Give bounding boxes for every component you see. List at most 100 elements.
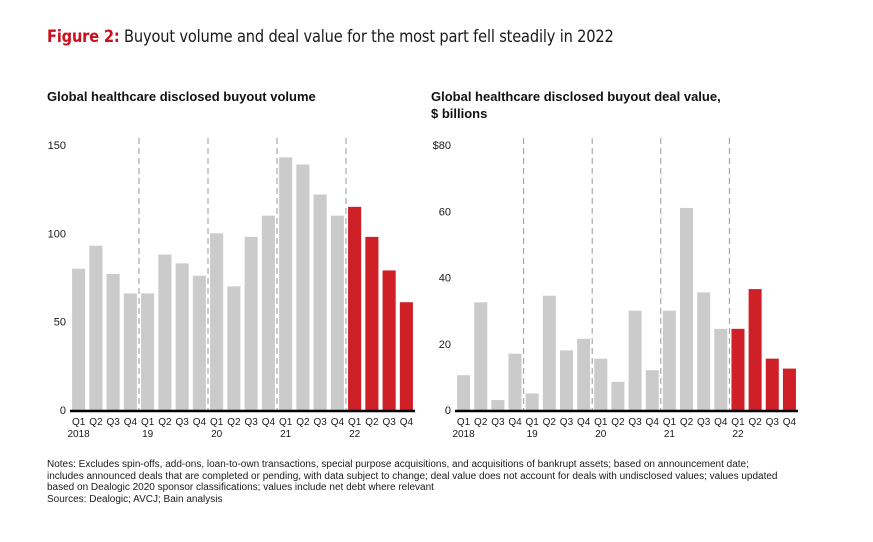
value-y-tick-label: 40 [439,273,451,285]
volume-y-tick-label: 0 [60,405,66,417]
value-x-tick-label: Q4 [783,417,797,428]
value-x-tick-label: Q3 [697,417,711,428]
value-year-label: 22 [732,429,744,440]
value-x-tick-label: Q1 [457,417,471,428]
volume-bar [106,273,120,410]
volume-x-tick-label: Q2 [365,417,379,428]
figure-number: Figure 2: [47,27,120,47]
volume-bar [296,164,310,410]
volume-y-tick-label: 100 [48,228,66,240]
volume-bar [382,270,396,410]
value-x-tick-label: Q3 [766,417,780,428]
value-x-tick-label: Q2 [543,417,557,428]
figure-title: Figure 2: Buyout volume and deal value f… [47,27,614,47]
volume-year-label: 19 [142,429,154,440]
value-x-tick-label: Q2 [611,417,625,428]
volume-y-tick-label: 50 [54,317,66,329]
volume-year-label: 22 [349,429,361,440]
value-chart-title-line-2: $ billions [431,106,488,121]
volume-bar [261,215,275,410]
value-x-tick-label: Q2 [474,417,488,428]
value-bar [542,295,556,410]
volume-x-tick-label: Q1 [72,417,86,428]
volume-x-tick-label: Q1 [348,417,362,428]
volume-year-label: 20 [211,429,223,440]
volume-bar [313,194,327,410]
value-bar [491,400,505,410]
value-x-tick-label: Q4 [577,417,591,428]
value-bar [765,358,779,410]
value-y-tick-label: 60 [439,206,451,218]
value-bar [559,350,573,410]
volume-x-tick-label: Q4 [262,417,276,428]
figure-title-text: Buyout volume and deal value for the mos… [119,27,614,47]
value-x-tick-label: Q3 [560,417,574,428]
volume-x-tick-label: Q3 [244,417,258,428]
value-x-tick-label: Q4 [646,417,660,428]
volume-x-tick-label: Q4 [400,417,414,428]
value-year-label: 19 [527,429,539,440]
notes-line-3: based on Dealogic 2020 sponsor classific… [47,482,434,493]
value-year-label: 20 [595,429,607,440]
volume-x-tick-label: Q2 [296,417,310,428]
volume-x-tick-label: Q1 [210,417,224,428]
notes-line-2: includes announced deals that are comple… [47,470,778,482]
sources-line: Sources: Dealogic; AVCJ; Bain analysis [47,493,223,505]
value-bar [680,207,694,410]
volume-x-tick-label: Q1 [279,417,293,428]
value-bar [457,375,471,410]
value-bar [748,289,762,410]
value-bar [594,358,608,410]
volume-bar [365,236,379,410]
value-bar [628,310,642,410]
volume-chart-title: Global healthcare disclosed buyout volum… [47,88,316,105]
value-bar [508,353,522,410]
volume-bar [399,302,413,410]
value-y-tick-label: $80 [433,140,451,152]
volume-bar [89,245,103,410]
volume-y-tick-label: 150 [48,140,66,152]
value-y-tick-label: 0 [445,405,451,417]
value-chart-title: Global healthcare disclosed buyout deal … [431,88,721,122]
volume-bar [72,268,86,410]
value-bar [697,292,711,410]
volume-x-tick-label: Q3 [382,417,396,428]
volume-bar [192,275,206,410]
value-chart-title-line-1: Global healthcare disclosed buyout deal … [431,89,721,104]
volume-chart-title-line: Global healthcare disclosed buyout volum… [47,89,316,104]
value-x-tick-label: Q2 [748,417,762,428]
value-y-tick-label: 20 [439,339,451,351]
value-x-tick-label: Q4 [508,417,522,428]
value-bar [731,328,745,410]
volume-x-tick-label: Q2 [89,417,103,428]
value-x-tick-label: Q1 [526,417,540,428]
value-bar [611,381,625,410]
volume-bar [330,215,344,410]
volume-bar [244,236,258,410]
volume-year-label: 2018 [68,429,91,440]
volume-x-tick-label: Q3 [106,417,120,428]
notes-line-1: Notes: Excludes spin-offs, add-ons, loan… [47,459,749,470]
value-x-tick-label: Q1 [594,417,608,428]
volume-x-tick-label: Q2 [158,417,172,428]
volume-bar [210,233,224,410]
value-bar [645,370,659,410]
value-bar [577,338,591,410]
value-x-tick-label: Q3 [628,417,642,428]
volume-bar [141,293,155,410]
value-year-label: 21 [664,429,676,440]
volume-year-label: 21 [280,429,292,440]
value-x-tick-label: Q4 [714,417,728,428]
value-bar [714,328,728,410]
value-bar [782,368,796,410]
volume-bar [175,263,189,410]
volume-x-tick-label: Q4 [193,417,207,428]
volume-bar [123,293,137,410]
notes: Notes: Excludes spin-offs, add-ons, loan… [47,459,847,505]
volume-bar [279,157,293,410]
volume-x-tick-label: Q3 [175,417,189,428]
volume-bar [158,254,172,410]
volume-x-tick-label: Q4 [331,417,345,428]
